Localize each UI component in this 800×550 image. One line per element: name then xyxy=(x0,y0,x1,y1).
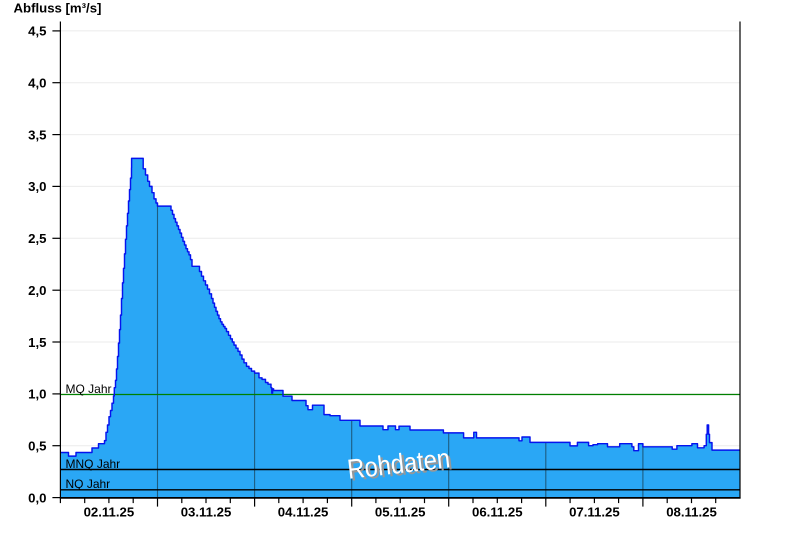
svg-text:3,0: 3,0 xyxy=(28,179,46,194)
svg-text:MNQ Jahr: MNQ Jahr xyxy=(66,457,121,471)
svg-text:2,5: 2,5 xyxy=(28,231,46,246)
svg-text:06.11.25: 06.11.25 xyxy=(472,504,523,519)
svg-text:Abfluss [m³/s]: Abfluss [m³/s] xyxy=(14,1,102,16)
svg-text:0,0: 0,0 xyxy=(28,490,46,505)
svg-text:2,0: 2,0 xyxy=(28,283,46,298)
svg-text:04.11.25: 04.11.25 xyxy=(278,504,329,519)
svg-text:08.11.25: 08.11.25 xyxy=(666,504,717,519)
svg-text:NQ Jahr: NQ Jahr xyxy=(66,477,111,491)
svg-text:4,5: 4,5 xyxy=(28,24,46,39)
svg-text:03.11.25: 03.11.25 xyxy=(181,504,232,519)
svg-text:0,5: 0,5 xyxy=(28,439,46,454)
svg-text:1,0: 1,0 xyxy=(28,387,46,402)
svg-text:MQ Jahr: MQ Jahr xyxy=(66,382,112,396)
svg-text:02.11.25: 02.11.25 xyxy=(84,504,135,519)
svg-text:05.11.25: 05.11.25 xyxy=(375,504,426,519)
svg-text:3,5: 3,5 xyxy=(28,127,46,142)
svg-text:4,0: 4,0 xyxy=(28,76,46,91)
svg-text:07.11.25: 07.11.25 xyxy=(569,504,620,519)
svg-text:1,5: 1,5 xyxy=(28,335,46,350)
